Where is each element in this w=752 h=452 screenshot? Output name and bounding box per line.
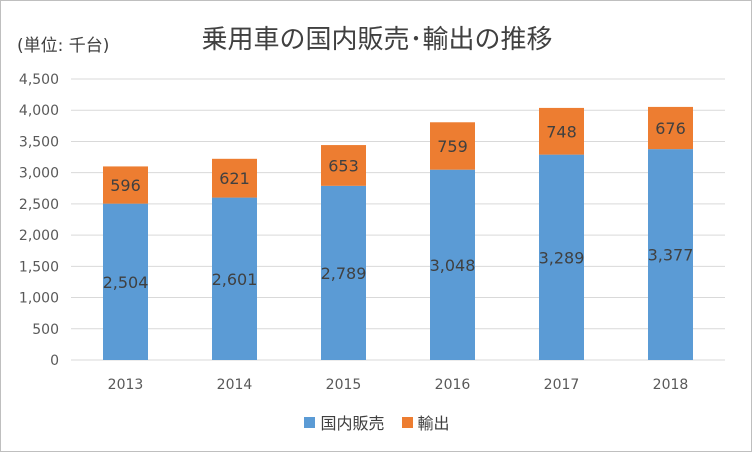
y-tick-label: 2,000: [19, 228, 59, 244]
legend-item-domestic: 国内販売: [304, 410, 384, 434]
bar-domestic: [539, 154, 584, 360]
x-tick-label: 2017: [544, 377, 580, 393]
y-tick-label: 3,000: [19, 166, 59, 182]
data-label: 2,789: [321, 264, 367, 283]
bar-export: [212, 158, 257, 198]
data-label: 3,377: [648, 246, 694, 265]
x-tick-label: 2014: [217, 377, 253, 393]
y-tick-label: 1,000: [19, 291, 59, 307]
data-label: 2,601: [212, 270, 258, 289]
bar-domestic: [212, 197, 257, 360]
y-tick-label: 3,500: [19, 134, 59, 150]
bar-domestic: [103, 203, 148, 360]
legend-label-domestic: 国内販売: [320, 414, 385, 433]
chart-title: 乗用車の国内販売･輸出の推移: [201, 25, 553, 55]
y-tick-label: 0: [50, 353, 59, 369]
legend-label-export: 輸出: [417, 414, 450, 433]
y-tick-label: 500: [32, 322, 59, 338]
x-tick-label: 2013: [108, 377, 144, 393]
data-label: 748: [546, 122, 577, 141]
legend-swatch-export: [401, 416, 413, 428]
data-label: 3,289: [539, 248, 585, 267]
data-label: 2,504: [103, 273, 149, 292]
data-label: 596: [110, 176, 141, 195]
bar-export: [321, 145, 366, 186]
bar-export: [430, 122, 475, 170]
data-label: 676: [655, 119, 686, 138]
bar-domestic: [430, 169, 475, 360]
legend-swatch-domestic: [304, 416, 316, 428]
y-tick-label: 1,500: [19, 259, 59, 275]
unit-label: (単位: 千台): [17, 36, 110, 56]
x-tick-label: 2015: [326, 377, 362, 393]
bar-domestic: [648, 149, 693, 360]
data-label: 759: [437, 137, 468, 156]
bar-export: [103, 166, 148, 204]
bar-domestic: [321, 185, 366, 360]
y-tick-label: 4,000: [19, 103, 59, 119]
y-tick-label: 2,500: [19, 197, 59, 213]
x-tick-label: 2018: [653, 377, 689, 393]
data-label: 621: [219, 169, 250, 188]
x-tick-label: 2016: [435, 377, 471, 393]
bar-export: [539, 107, 584, 155]
y-tick-label: 4,500: [19, 72, 59, 88]
legend-item-export: 輸出: [401, 410, 450, 434]
legend: 国内販売 輸出: [1, 410, 751, 434]
bar-export: [648, 106, 693, 150]
data-label: 653: [328, 156, 359, 175]
data-label: 3,048: [430, 256, 476, 275]
